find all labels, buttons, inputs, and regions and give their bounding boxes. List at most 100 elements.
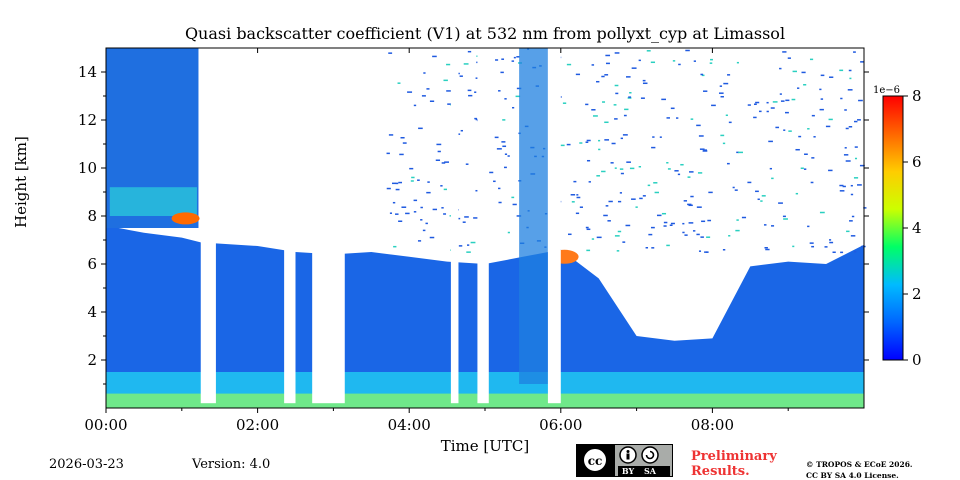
cc-license-badge[interactable]: cc BY SA [576, 444, 673, 477]
noise-speck [844, 109, 847, 111]
noise-speck [735, 229, 740, 232]
noise-speck [722, 249, 726, 251]
noise-speck [771, 225, 775, 227]
preliminary-line-1: Preliminary [691, 449, 777, 464]
noise-speck [736, 151, 739, 154]
noise-speck [795, 192, 799, 195]
noise-speck [622, 134, 628, 136]
preliminary-line-2: Results. [691, 464, 750, 479]
noise-speck [771, 177, 774, 180]
noise-speck [702, 150, 708, 152]
noise-speck [708, 191, 713, 194]
noise-speck [598, 148, 601, 151]
noise-speck [503, 166, 507, 169]
noise-speck [785, 111, 789, 114]
noise-speck [575, 212, 580, 215]
noise-speck [418, 127, 423, 130]
noise-speck [707, 219, 712, 222]
noise-speck [854, 157, 858, 160]
cc-logo-icon: cc BY SA [577, 445, 670, 476]
noise-speck [840, 251, 844, 254]
noise-speck [720, 95, 724, 98]
noise-speck [768, 140, 773, 143]
noise-speck [603, 214, 608, 217]
noise-speck [429, 236, 435, 239]
noise-speck [596, 80, 600, 83]
noise-speck [465, 163, 469, 165]
copyright-line-2: CC BY SA 4.0 License. [806, 471, 899, 480]
noise-speck [457, 72, 460, 75]
noise-speck [443, 79, 448, 82]
noise-speck [860, 61, 864, 63]
noise-speck [398, 220, 403, 222]
noise-speck [512, 106, 515, 109]
noise-speck [464, 216, 469, 218]
noise-speck [432, 55, 437, 58]
plot-area [106, 48, 867, 408]
noise-speck [500, 71, 504, 74]
noise-speck [800, 167, 804, 170]
noise-speck [728, 121, 732, 124]
noise-speck [413, 199, 418, 202]
noise-speck [624, 108, 629, 111]
noise-speck [427, 181, 430, 183]
data-gap [284, 48, 296, 404]
data-gap [547, 48, 561, 404]
noise-speck [849, 77, 852, 80]
noise-speck [619, 192, 623, 194]
noise-speck [421, 95, 426, 97]
x-tick-label: 00:00 [84, 416, 127, 434]
noise-speck [441, 207, 444, 209]
noise-speck [832, 251, 836, 254]
noise-speck [475, 189, 478, 192]
noise-speck [620, 172, 624, 175]
noise-speck [726, 162, 730, 165]
noise-speck [769, 167, 773, 170]
noise-speck [653, 182, 658, 184]
noise-speck [819, 108, 824, 111]
noise-speck [842, 185, 846, 188]
noise-speck [778, 202, 783, 204]
noise-speck [807, 128, 810, 130]
noise-speck [459, 75, 463, 77]
noise-speck [829, 241, 834, 244]
noise-speck [850, 193, 854, 196]
noise-speck [763, 224, 767, 226]
noise-speck [792, 245, 795, 248]
noise-speck [663, 221, 668, 224]
noise-speck [610, 162, 614, 164]
noise-speck [631, 198, 636, 200]
noise-speck [400, 136, 405, 139]
noise-speck [628, 96, 632, 98]
noise-speck [685, 49, 690, 52]
axes: 00:00 02:00 04:00 06:00 08:00 2 4 6 8 10 12 14 [78, 47, 869, 434]
noise-speck [857, 119, 861, 121]
noise-speck [501, 141, 506, 143]
preliminary-notice: Preliminary Results. [691, 449, 777, 479]
colorbar-gradient [882, 95, 904, 361]
data-gap [477, 48, 489, 404]
noise-speck [845, 160, 851, 162]
noise-speck [468, 94, 473, 97]
noise-speck [395, 188, 400, 191]
noise-speck [857, 184, 862, 186]
noise-speck [446, 90, 451, 92]
noise-speck [591, 64, 595, 66]
noise-speck [605, 205, 609, 207]
noise-speck [687, 176, 691, 178]
noise-speck [648, 233, 653, 236]
noise-speck [560, 144, 565, 147]
noise-speck [779, 93, 782, 95]
noise-speck [727, 74, 731, 76]
noise-speck [736, 61, 739, 64]
noise-speck [849, 220, 853, 222]
noise-speck [395, 213, 399, 215]
noise-speck [656, 214, 662, 217]
noise-speck [585, 141, 589, 143]
noise-speck [513, 56, 516, 59]
noise-speck [682, 231, 685, 234]
noise-speck [663, 225, 667, 227]
noise-speck [405, 212, 410, 215]
noise-speck [688, 222, 694, 224]
